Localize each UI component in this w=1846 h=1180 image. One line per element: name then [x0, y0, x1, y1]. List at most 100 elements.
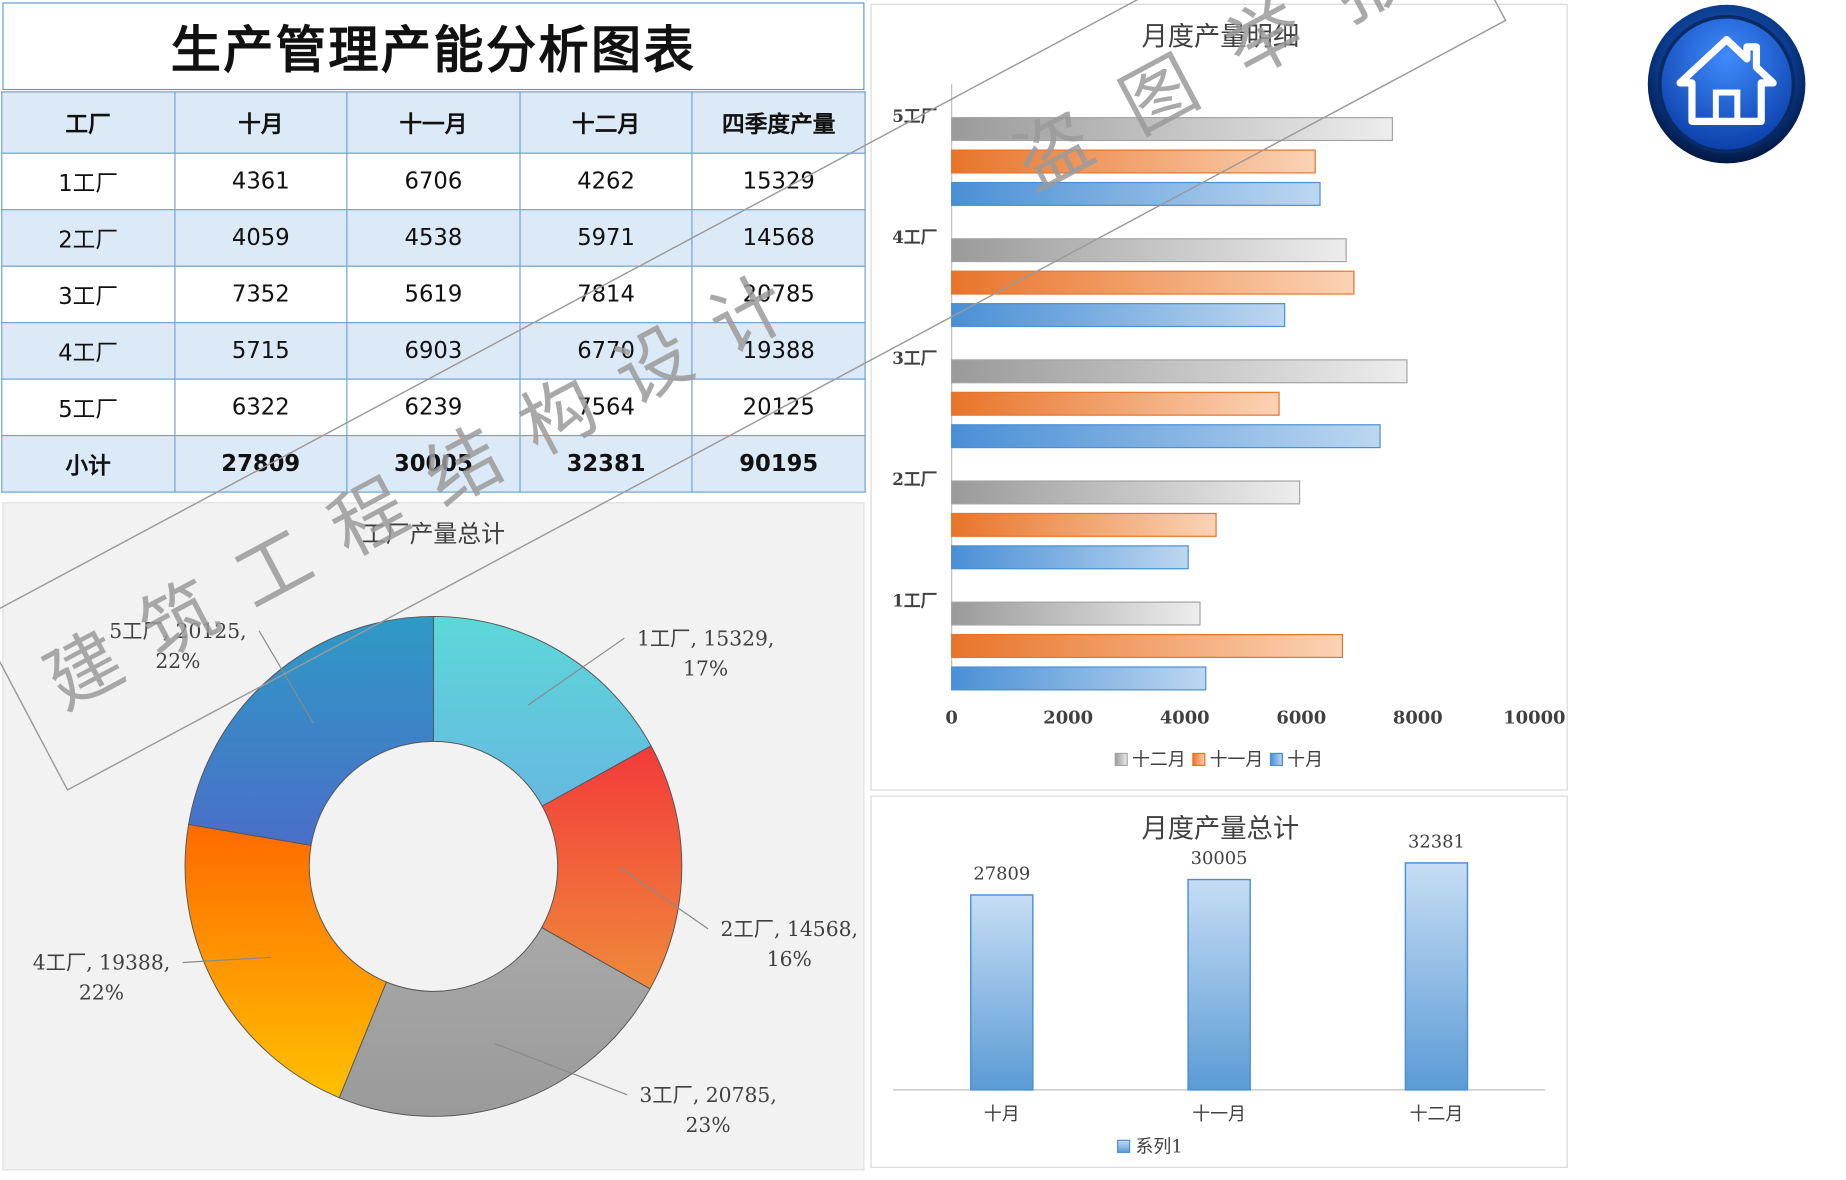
- table-cell: 27809: [173, 434, 348, 493]
- legend-label: 十月: [1287, 749, 1323, 770]
- table-cell: 4059: [173, 209, 348, 267]
- table-cell: 6903: [346, 322, 521, 380]
- table-cell: 7564: [519, 378, 693, 437]
- bar: [970, 894, 1034, 1091]
- table-cell: 小计: [1, 434, 176, 493]
- bar: [951, 391, 1280, 416]
- leader-line: [182, 956, 271, 964]
- bar: [951, 117, 1394, 142]
- data-label: 1工厂, 15329,: [637, 626, 774, 650]
- monthly-total-panel: 月度产量总计 27809 十月 30005 十一月 32381 十二月 系列1: [870, 795, 1568, 1168]
- table-header-row: 工厂 十月 十一月 十二月 四季度产量: [1, 91, 866, 154]
- table-row: 1工厂 4361 6706 4262 15329: [1, 152, 866, 211]
- tick-label: 4000: [1160, 707, 1210, 728]
- table-cell: 6239: [346, 378, 521, 437]
- data-label: 27809: [973, 863, 1030, 884]
- home-icon: [1647, 4, 1806, 164]
- monthly-detail-panel: 月度产量明细 1工厂 2工厂 3工厂 4工厂 5工厂 0 2000 4000 6000 8000 1…: [870, 3, 1568, 791]
- data-label: 30005: [1191, 848, 1248, 869]
- legend-swatch: [1192, 752, 1206, 767]
- table-cell: 90195: [691, 434, 866, 493]
- category-label: 3工厂: [892, 348, 937, 368]
- home-button[interactable]: [1647, 4, 1807, 165]
- column-header: 十一月: [346, 91, 521, 154]
- table-cell: 4262: [519, 152, 693, 211]
- page-title: 生产管理产能分析图表: [2, 2, 865, 91]
- column-header: 四季度产量: [691, 91, 866, 154]
- legend-swatch: [1117, 1139, 1131, 1153]
- table-cell: 2工厂: [1, 209, 176, 267]
- data-label: 5工厂, 20125,: [109, 619, 246, 643]
- donut-slice: [188, 615, 434, 846]
- table-row: 4工厂 5715 6903 6770 19388: [1, 322, 866, 380]
- leader-line: [619, 866, 709, 930]
- data-label: 22%: [155, 649, 200, 673]
- table-cell: 5715: [173, 322, 348, 380]
- chart-title: 月度产量明细: [1142, 23, 1300, 53]
- bar: [951, 480, 1301, 505]
- table-cell: 20785: [691, 265, 866, 324]
- data-label: 3工厂, 20785,: [639, 1083, 776, 1107]
- tick-label: 2000: [1043, 707, 1093, 728]
- legend-label: 十二月: [1132, 749, 1186, 770]
- category-label: 十月: [984, 1104, 1020, 1125]
- table-cell: 6706: [346, 152, 521, 211]
- data-label: 23%: [686, 1113, 731, 1137]
- table-cell: 7352: [173, 265, 348, 324]
- table-cell: 4361: [173, 152, 348, 211]
- factory-total-donut-panel: 工厂产量总计 1工厂, 15329, 17% 2工厂, 14568, 16% 3工厂, …: [2, 502, 865, 1171]
- category-label: 2工厂: [892, 469, 937, 489]
- table-cell: 4工厂: [1, 322, 176, 380]
- bar: [951, 181, 1321, 206]
- chart-title: 工厂产量总计: [362, 520, 505, 548]
- column-header: 十月: [173, 91, 348, 154]
- table-cell: 7814: [519, 265, 693, 324]
- donut-slice: [184, 823, 387, 1099]
- tick-label: 10000: [1503, 707, 1565, 728]
- bar: [951, 270, 1355, 295]
- category-label: 1工厂: [892, 590, 937, 610]
- column-header: 十二月: [519, 91, 693, 154]
- category-label: 4工厂: [892, 227, 937, 247]
- table-cell: 3工厂: [1, 265, 176, 324]
- table-row: 5工厂 6322 6239 7564 20125: [1, 378, 866, 437]
- bar: [951, 601, 1201, 626]
- table-row: 3工厂 7352 5619 7814 20785: [1, 265, 866, 324]
- subtotal-row: 小计 27809 30005 32381 90195: [1, 434, 866, 493]
- data-label: 4工厂, 19388,: [33, 951, 170, 975]
- donut-slice: [338, 926, 651, 1117]
- bar: [951, 512, 1217, 537]
- table-cell: 6770: [519, 322, 693, 380]
- leader-line: [494, 1042, 628, 1096]
- production-table: 工厂 十月 十一月 十二月 四季度产量 1工厂 4361 6706 4262 1…: [1, 91, 866, 493]
- table-cell: 5619: [346, 265, 521, 324]
- chart-title: 月度产量总计: [1142, 814, 1300, 844]
- bar: [1404, 862, 1469, 1091]
- donut-slice: [541, 745, 683, 990]
- table-row: 2工厂 4059 4538 5971 14568: [1, 209, 866, 267]
- tick-label: 8000: [1393, 707, 1443, 728]
- category-label: 5工厂: [892, 106, 937, 126]
- table-cell: 30005: [346, 434, 521, 493]
- column-header: 工厂: [1, 91, 176, 154]
- bar: [951, 149, 1316, 174]
- bar: [951, 303, 1286, 328]
- category-label: 十一月: [1192, 1104, 1246, 1125]
- legend-swatch: [1114, 752, 1128, 767]
- bar: [951, 666, 1207, 691]
- tick-label: 6000: [1276, 707, 1326, 728]
- table-cell: 1工厂: [1, 152, 176, 211]
- data-label: 22%: [79, 981, 124, 1005]
- table-cell: 5971: [519, 209, 693, 267]
- factory-total-donut-chart: 工厂产量总计 1工厂, 15329, 17% 2工厂, 14568, 16% 3工厂, …: [33, 520, 858, 1137]
- bar: [951, 424, 1381, 449]
- data-label: 16%: [767, 947, 812, 971]
- legend-label: 十一月: [1210, 749, 1264, 770]
- bar: [951, 359, 1408, 384]
- legend-label: 系列1: [1136, 1136, 1183, 1157]
- legend-swatch: [1269, 752, 1284, 767]
- data-label: 32381: [1408, 831, 1465, 852]
- bar: [951, 545, 1189, 570]
